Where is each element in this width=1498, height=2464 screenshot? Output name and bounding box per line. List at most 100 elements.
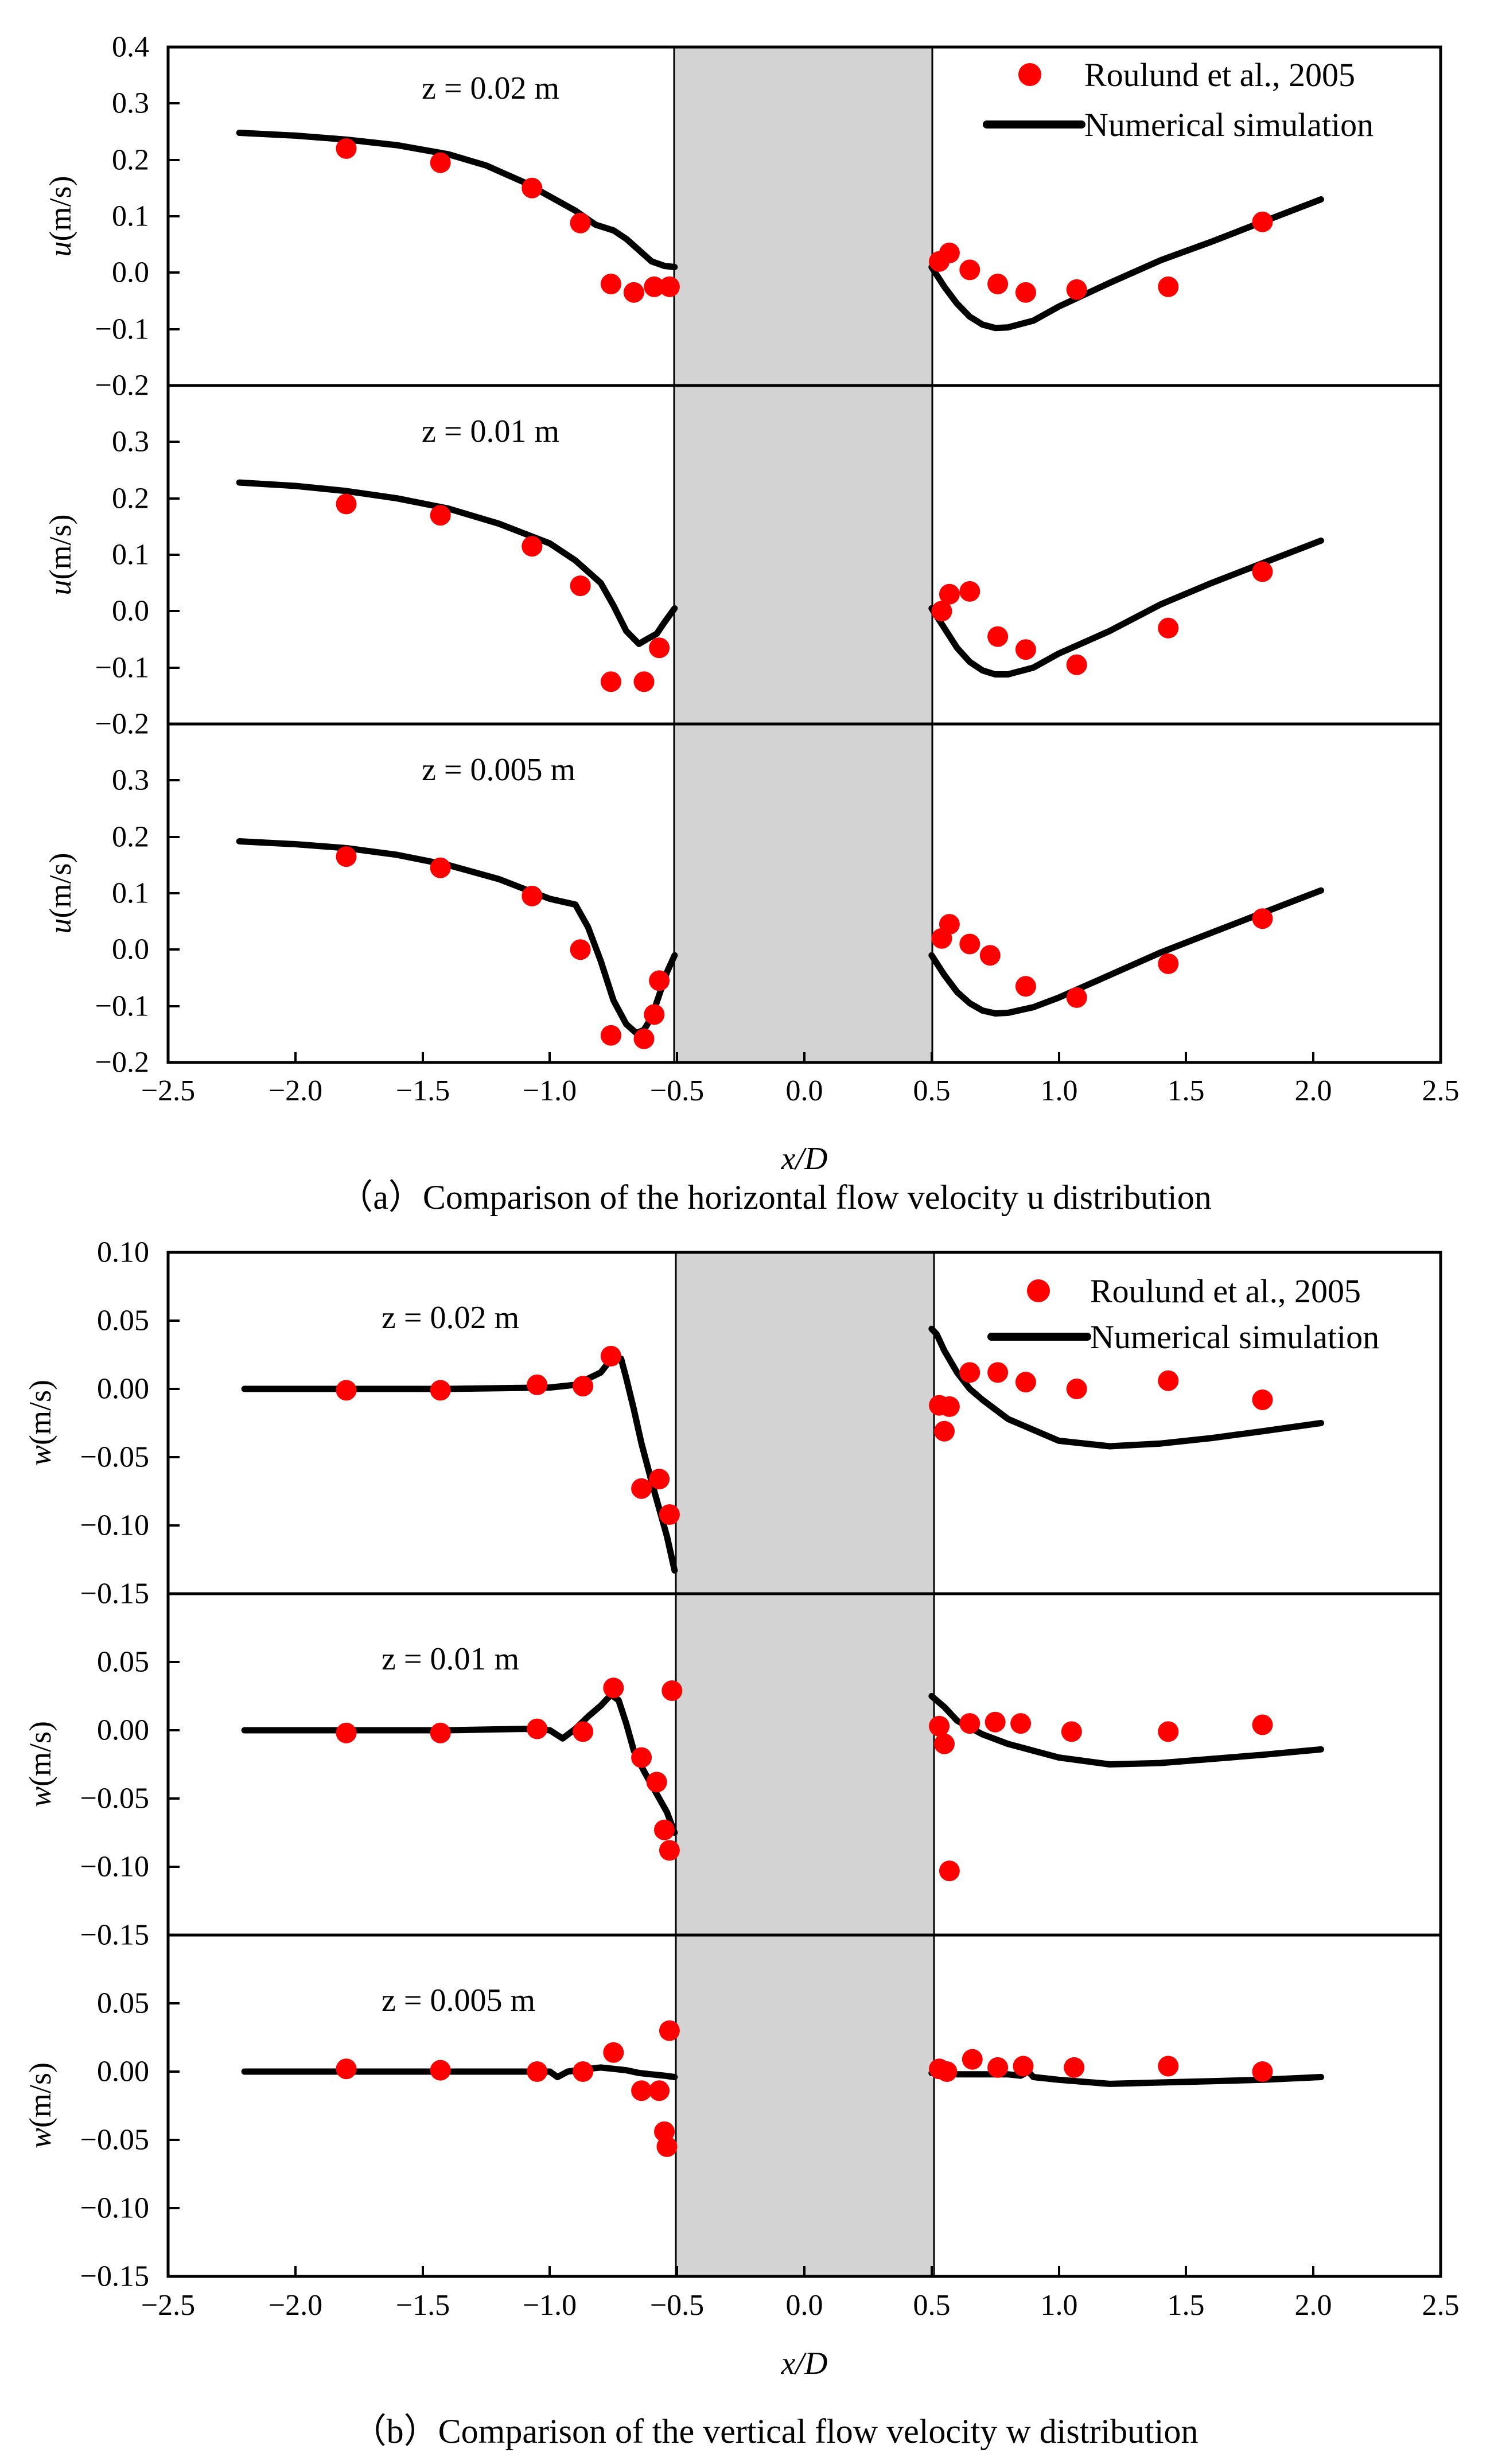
measurement-point: [1158, 1721, 1179, 1742]
y-tick-label: −0.10: [80, 1851, 149, 1883]
y-tick-label: 0.3: [112, 426, 149, 458]
y-axis-unit: (m/s): [43, 515, 77, 580]
y-tick-label: −0.15: [80, 2260, 149, 2293]
measurement-point: [1015, 976, 1036, 997]
measurement-point: [959, 581, 980, 602]
y-axis-variable: u: [43, 242, 77, 257]
simulation-line-downstream: [928, 1325, 1324, 1450]
measurement-point: [633, 671, 655, 692]
y-tick-label: 0.0: [112, 595, 149, 628]
y-axis-label: u(m/s): [43, 176, 77, 257]
panel-depth-label: z = 0.005 m: [382, 1983, 535, 2018]
measurement-point: [1015, 1372, 1036, 1393]
measurement-point: [1061, 1721, 1082, 1742]
measurement-point: [573, 2061, 594, 2082]
x-tick-label: −1.5: [396, 2289, 450, 2322]
y-axis-variable: u: [43, 918, 77, 934]
panel-depth-label: z = 0.01 m: [422, 414, 559, 449]
series-b2: [241, 1677, 1324, 1882]
measurement-point: [659, 1504, 680, 1525]
measurement-point: [1252, 908, 1273, 929]
y-tick-label: −0.15: [80, 1578, 149, 1610]
y-tick-label: 0.00: [97, 1373, 149, 1406]
y-tick-label: −0.2: [95, 1046, 149, 1079]
y-axis-unit: (m/s): [23, 1721, 57, 1786]
legend-marker-label: Roulund et al., 2005: [1084, 56, 1355, 94]
measurement-point: [603, 1677, 624, 1699]
series-a3: [236, 838, 1324, 1049]
measurement-point: [600, 671, 621, 692]
measurement-point: [959, 1362, 980, 1383]
y-tick-label: 0.00: [97, 2056, 149, 2088]
measurement-point: [959, 933, 980, 955]
measurement-point: [936, 2061, 958, 2082]
y-tick-label: 0.1: [112, 539, 149, 571]
measurement-point: [1158, 276, 1179, 297]
measurement-point: [939, 583, 960, 605]
x-tick-label: −0.5: [650, 1075, 704, 1107]
x-tick-label: 2.0: [1295, 2289, 1332, 2322]
measurement-point: [1158, 1370, 1179, 1391]
measurement-point: [1158, 617, 1179, 639]
y-tick-label: −0.10: [80, 2192, 149, 2225]
legend-marker-icon: [1018, 63, 1041, 86]
y-axis-unit: (m/s): [43, 853, 77, 918]
measurement-point: [1064, 2057, 1085, 2078]
panel-depth-label: z = 0.02 m: [422, 71, 559, 106]
x-tick-label: 2.5: [1422, 2289, 1460, 2322]
measurement-point: [336, 138, 357, 159]
measurement-point: [644, 1004, 665, 1025]
x-tick-label: 0.0: [786, 1075, 823, 1107]
y-tick-label: −0.05: [80, 2124, 149, 2157]
y-axis-label: w(m/s): [23, 1721, 57, 1807]
measurement-point: [631, 2080, 652, 2101]
measurement-point: [527, 1374, 548, 1395]
y-tick-label: 0.05: [97, 1305, 149, 1337]
figure-a: 0.4 0.3 0.2 0.1 0.0 −0.1 −0.2 u(m/s) z =…: [43, 31, 1460, 1217]
measurement-point: [336, 1380, 357, 1401]
x-axis-label: x/D: [781, 1141, 828, 1177]
y-tick-label: 0.0: [112, 933, 149, 966]
legend-b: Roulund et al., 2005 Numerical simulatio…: [987, 1272, 1379, 1356]
x-tick-label: 1.0: [1041, 1075, 1078, 1107]
y-tick-label: −0.15: [80, 1919, 149, 1952]
measurement-point: [1158, 953, 1179, 974]
y-tick-label: 0.3: [112, 764, 149, 797]
x-tick-label: 0.5: [913, 1075, 951, 1107]
y-tick-label: −0.1: [95, 652, 149, 684]
measurement-point: [603, 2042, 624, 2063]
measurement-point: [979, 945, 1001, 966]
simulation-line-upstream: [236, 130, 678, 270]
simulation-line-downstream: [928, 537, 1324, 678]
measurement-point: [600, 1345, 621, 1367]
y-axis-unit: (m/s): [23, 2062, 57, 2128]
measurement-point: [430, 857, 451, 878]
y-axis-variable: w: [23, 2128, 57, 2148]
measurement-point: [659, 276, 680, 297]
measurement-point: [570, 939, 591, 960]
y-tick-label: 0.2: [112, 144, 149, 177]
measurement-point: [934, 1733, 955, 1754]
measurement-point: [573, 1721, 594, 1742]
x-tick-label: −1.0: [523, 1075, 577, 1107]
y-tick-label: −0.10: [80, 1509, 149, 1542]
measurement-point: [931, 601, 952, 622]
measurement-point: [1252, 561, 1273, 582]
series-a2: [236, 479, 1324, 692]
measurement-point: [656, 2136, 678, 2157]
simulation-line-upstream: [241, 1691, 678, 1836]
y-tick-label: 0.1: [112, 200, 149, 233]
x-tick-label: −0.5: [650, 2289, 704, 2322]
panel-a2: 0.3 0.2 0.1 0.0 −0.1 −0.2 u(m/s) z = 0.0…: [43, 414, 1324, 741]
measurement-point: [573, 1376, 594, 1397]
x-tick-label: −2.0: [269, 1075, 322, 1107]
measurement-point: [649, 2080, 670, 2101]
measurement-point: [1252, 1714, 1273, 1735]
y-axis-label: u(m/s): [43, 853, 77, 934]
measurement-point: [600, 1025, 621, 1046]
panel-depth-label: z = 0.02 m: [382, 1300, 519, 1336]
measurement-point: [646, 1772, 667, 1793]
measurement-point: [934, 1420, 955, 1442]
figure-b: 0.10 0.05 0.00 −0.05 −0.10 −0.15 w(m/s) …: [23, 1236, 1460, 2451]
measurement-point: [336, 846, 357, 867]
